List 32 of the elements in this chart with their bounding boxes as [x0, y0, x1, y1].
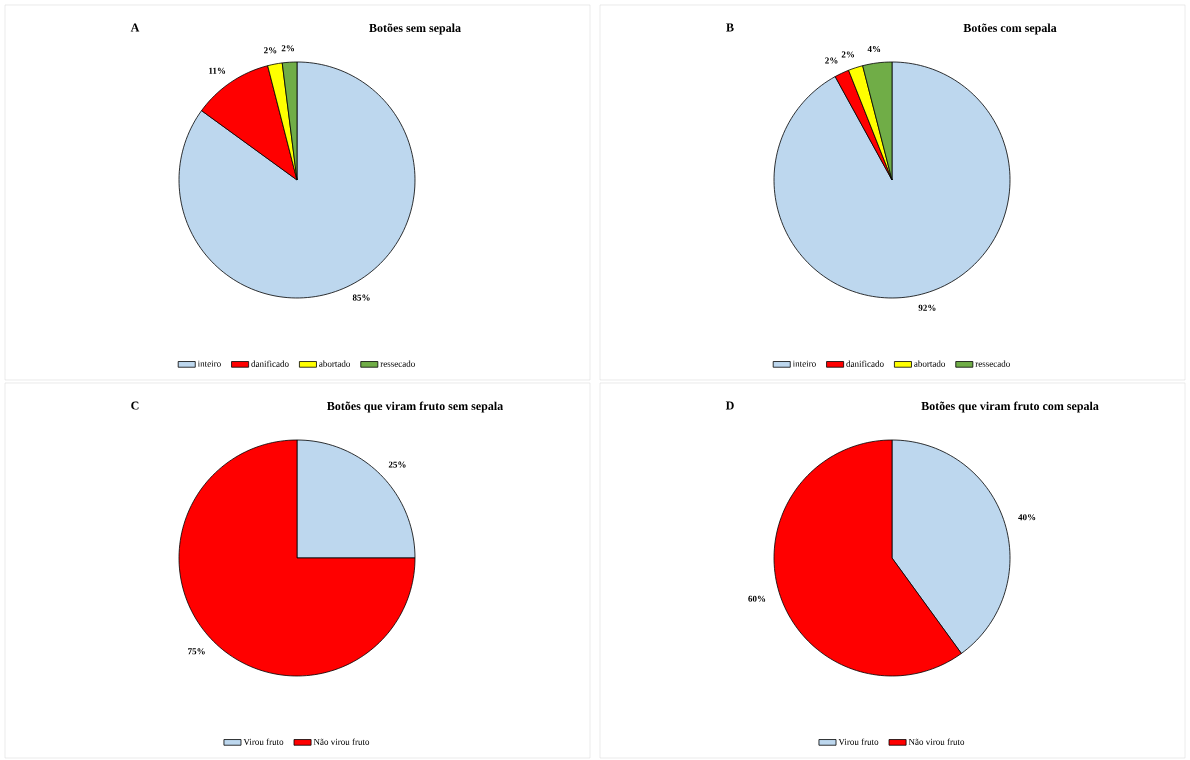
legend-label: Virou fruto: [838, 738, 879, 745]
data-label: 2%: [281, 45, 294, 52]
text: A: [130, 23, 140, 32]
chart-title: Botões sem sepala: [369, 23, 461, 35]
legend-label: danificado: [846, 360, 884, 367]
chart-title: Botões que viram fruto com sepala: [921, 401, 1099, 413]
legend-label: inteiro: [792, 360, 816, 367]
data-label: 75%: [188, 648, 205, 655]
text: D: [725, 401, 734, 410]
data-label: 2%: [841, 51, 855, 58]
legend-label: Virou fruto: [243, 738, 284, 745]
data-label: 92%: [918, 304, 936, 311]
text: B: [726, 23, 734, 32]
legend-label: inteiro: [197, 360, 221, 367]
legend-label: ressecado: [380, 360, 415, 367]
legend-label: Não virou fruto: [313, 738, 370, 745]
data-label: 11%: [209, 67, 226, 74]
chart-title: Botões que viram fruto sem sepala: [327, 401, 503, 413]
data-label: 2%: [825, 57, 838, 64]
data-label: 2%: [264, 47, 277, 54]
legend-label: abortado: [914, 360, 946, 367]
data-label: 40%: [1018, 514, 1036, 521]
text: C: [131, 401, 139, 410]
legend-label: Não virou fruto: [908, 738, 965, 745]
legend-label: abortado: [319, 360, 351, 367]
legend-label: ressecado: [975, 360, 1010, 367]
chart-title: Botões com sepala: [963, 23, 1057, 35]
data-label: 4%: [867, 45, 881, 53]
data-label: 60%: [748, 595, 766, 602]
legend-label: danificado: [251, 360, 289, 367]
data-label: 85%: [352, 294, 370, 301]
data-label: 25%: [388, 461, 406, 468]
